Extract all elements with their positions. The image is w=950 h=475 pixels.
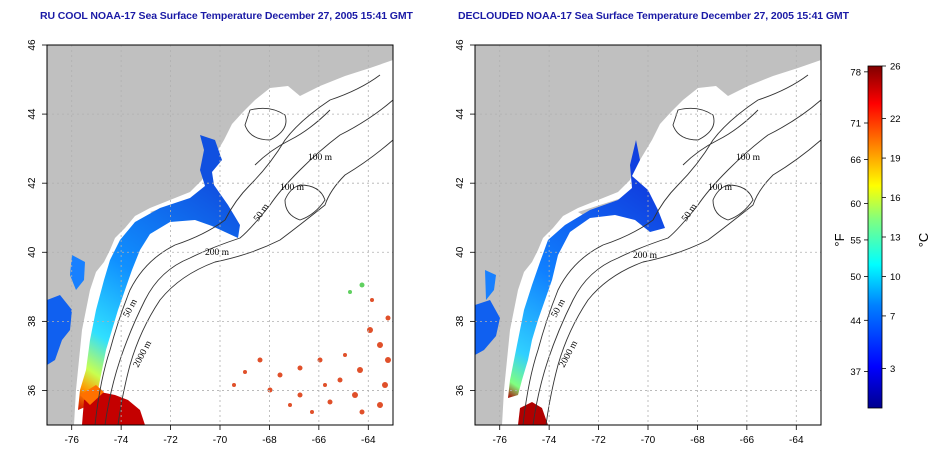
right-map-panel: 100 m 100 m 50 m 200 m 50 m 2000 m -76 -7… — [455, 39, 822, 446]
right-lat-tick-label: 42 — [455, 177, 466, 189]
colorbar-celsius-label: 19 — [890, 154, 901, 165]
colorbar-fahrenheit-label: 37 — [850, 367, 861, 378]
left-lon-tick-label: -64 — [361, 435, 376, 446]
right-lat-tick-label: 40 — [455, 246, 466, 258]
right-lon-tick-label: -72 — [591, 435, 606, 446]
right-contour-label-100m-a: 100 m — [736, 153, 761, 163]
colorbar-celsius-label: 26 — [890, 62, 901, 73]
left-lat-tick-label: 44 — [27, 108, 38, 120]
left-contour-label-100m-b: 100 m — [280, 183, 305, 193]
right-lon-tick-label: -74 — [542, 435, 557, 446]
right-lat-tick-label: 36 — [455, 384, 466, 396]
colorbar-celsius-label: 7 — [890, 311, 895, 322]
colorbar: 26 22 19 16 13 10 7 3 78 71 66 60 55 50 44 37 °F °C — [832, 62, 931, 409]
colorbar-celsius-label: 3 — [890, 364, 895, 375]
left-map-panel: 100 m 100 m 50 m 200 m 50 m 2000 m -76 -7… — [27, 39, 394, 446]
right-lat-tick-label: 46 — [455, 39, 466, 51]
left-offshore-specks — [232, 298, 391, 415]
left-bathymetry-contours — [94, 74, 393, 425]
right-lon-tick-label: -68 — [690, 435, 705, 446]
right-lon-tick-label: -64 — [789, 435, 804, 446]
left-lon-tick-label: -74 — [114, 435, 129, 446]
colorbar-fahrenheit-label: 60 — [850, 199, 861, 210]
left-lon-tick-label: -72 — [163, 435, 178, 446]
left-lon-tick-label: -68 — [262, 435, 277, 446]
right-sst-swath — [508, 140, 665, 398]
fahrenheit-unit-label: °F — [832, 233, 847, 246]
right-lat-tick-label: 44 — [455, 108, 466, 120]
right-contour-label-200m: 200 m — [633, 251, 658, 261]
right-lon-tick-label: -70 — [641, 435, 656, 446]
colorbar-fahrenheit-label: 71 — [850, 119, 861, 130]
left-lat-tick-label: 46 — [27, 39, 38, 51]
left-lat-tick-label: 36 — [27, 384, 38, 396]
left-lat-tick-label: 40 — [27, 246, 38, 258]
right-lat-tick-label: 38 — [455, 315, 466, 327]
right-lon-tick-label: -66 — [740, 435, 755, 446]
right-bathymetry-contours — [522, 74, 821, 425]
colorbar-ticks: 26 22 19 16 13 10 7 3 78 71 66 60 55 50 44 37 — [850, 62, 900, 378]
colorbar-celsius-label: 13 — [890, 233, 901, 244]
left-lon-tick-label: -70 — [213, 435, 228, 446]
colorbar-fahrenheit-label: 50 — [850, 272, 861, 283]
colorbar-celsius-label: 16 — [890, 193, 901, 204]
right-grid — [475, 45, 821, 425]
left-lat-tick-label: 38 — [27, 315, 38, 327]
left-contour-label-200m: 200 m — [205, 248, 230, 258]
left-sst-swath — [78, 135, 240, 410]
right-land — [475, 45, 821, 425]
left-panel-title: RU COOL NOAA-17 Sea Surface Temperature … — [40, 10, 413, 22]
colorbar-fahrenheit-label: 78 — [850, 67, 861, 78]
colorbar-fahrenheit-label: 44 — [850, 316, 861, 327]
left-gulf-stream — [82, 392, 145, 425]
left-grid — [47, 45, 393, 425]
right-contour-label-100m-b: 100 m — [708, 183, 733, 193]
left-contour-label-100m-a: 100 m — [308, 153, 333, 163]
right-panel-title: DECLOUDED NOAA-17 Sea Surface Temperatur… — [458, 10, 849, 22]
colorbar-fahrenheit-label: 66 — [850, 155, 861, 166]
colorbar-fahrenheit-label: 55 — [850, 235, 861, 246]
colorbar-celsius-label: 22 — [890, 114, 901, 125]
left-lon-tick-label: -66 — [312, 435, 327, 446]
colorbar-gradient — [867, 65, 883, 409]
right-lon-tick-label: -76 — [492, 435, 507, 446]
left-axes: -76 -74 -72 -70 -68 -66 -64 36 38 40 42 44 46 — [27, 39, 376, 446]
left-land — [47, 45, 393, 425]
celsius-unit-label: °C — [916, 233, 931, 248]
colorbar-celsius-label: 10 — [890, 272, 901, 283]
left-lon-tick-label: -76 — [64, 435, 79, 446]
right-axes: -76 -74 -72 -70 -68 -66 -64 36 38 40 42 44 46 — [455, 39, 804, 446]
left-lat-tick-label: 42 — [27, 177, 38, 189]
